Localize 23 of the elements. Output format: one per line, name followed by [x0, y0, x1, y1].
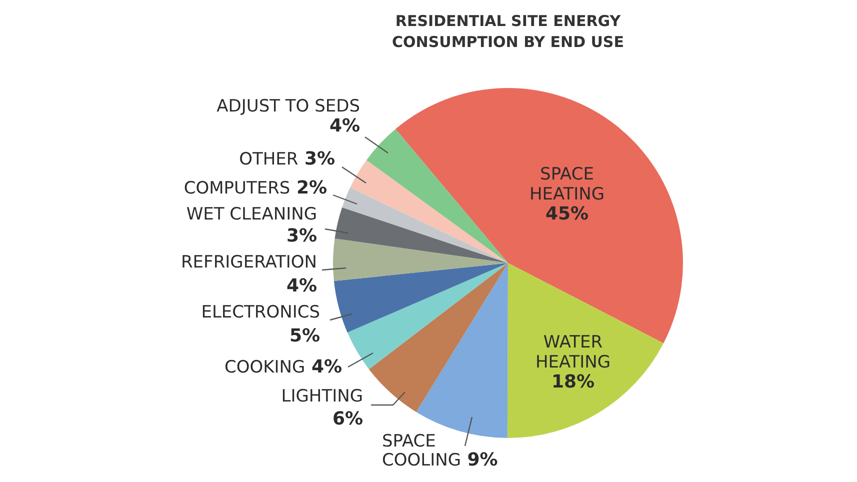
data-label: 3%: [286, 226, 318, 247]
slice-label: LIGHTING: [281, 386, 364, 406]
slice-label: SPACE COOLING: [382, 431, 462, 470]
slice-label: ELECTRONICS: [201, 302, 320, 322]
data-label: 9%: [461, 450, 498, 471]
data-label: 45%: [545, 204, 589, 225]
data-label: 6%: [332, 408, 364, 430]
data-label: 2%: [290, 178, 327, 199]
data-label: 3%: [298, 148, 335, 170]
data-label: 4%: [329, 116, 360, 137]
slice-label: WATER HEATING: [535, 332, 611, 372]
chart-title: RESIDENTIAL SITE ENERGY CONSUMPTION BY END USE: [392, 12, 624, 51]
data-label: 4%: [286, 276, 318, 297]
data-label: 4%: [305, 356, 342, 378]
slice-label: COMPUTERS: [184, 178, 290, 198]
data-label: 5%: [289, 326, 320, 347]
slice-label: WET CLEANING: [186, 204, 317, 224]
data-label: 18%: [551, 372, 595, 393]
slice-label: ADJUST TO SEDS: [216, 96, 360, 116]
slice-label: COOKING: [224, 357, 306, 378]
slice-label: REFRIGERATION: [181, 252, 317, 272]
slice-label: OTHER: [239, 149, 298, 170]
slice-label: SPACE HEATING: [529, 164, 605, 204]
